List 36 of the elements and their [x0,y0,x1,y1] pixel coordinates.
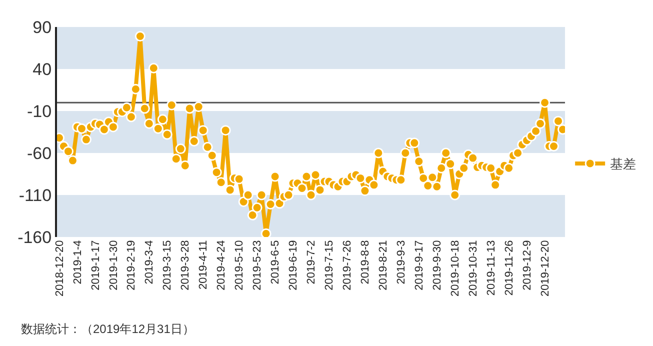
x-tick-label: 2019-11-13 [485,240,498,296]
y-tick-label: 90 [32,18,52,37]
x-tick-label: 2019-3-4 [144,240,156,284]
x-tick-label: 2019-8-8 [360,240,372,284]
x-tick-label: 2019-4-11 [198,240,210,290]
text: 数据统计：（2019年12月31日） [21,322,194,336]
x-tick-label: 2019-10-18 [449,240,462,296]
legend-label: 基差 [610,156,636,172]
x-tick-label: 2019-8-21 [378,240,390,290]
x-tick-label: 2019-2-19 [126,240,138,290]
y-tick-label: 40 [32,60,52,79]
x-tick-label: 2019-7-15 [324,240,336,290]
x-tick-label: 2019-11-26 [503,240,516,296]
x-tick-label: 2019-12-20 [539,240,552,296]
x-tick-label: 2019-9-30 [431,240,444,290]
x-tick-label: 2019-4-24 [216,240,228,290]
x-tick-label: 2018-12-20 [54,240,66,296]
y-tick-label: -10 [27,102,52,121]
x-tick-label: 2019-1-4 [72,240,84,284]
x-tick-label: 2019-6-19 [288,240,300,290]
y-tick-label: -160 [18,228,52,247]
x-tick-label: 2019-5-23 [252,240,264,290]
y-tick-label: -110 [18,186,52,205]
x-tick-label: 2019-9-3 [395,240,408,284]
x-tick-label: 2019-7-26 [342,240,354,290]
x-tick-label: 2019-10-31 [467,240,480,296]
x-tick-label: 2019-12-9 [521,240,534,290]
y-tick-label: -60 [27,144,52,163]
x-tick-label: 2019-3-28 [180,240,192,290]
x-tick-label: 2019-9-17 [413,240,426,290]
x-tick-label: 2019-7-2 [306,240,318,284]
x-tick-label: 2019-3-15 [162,240,174,290]
x-tick-label: 2019-5-10 [234,240,246,290]
x-tick-label: 2019-1-30 [108,240,120,290]
x-tick-label: 2019-1-17 [90,240,102,290]
x-tick-label: 2019-6-5 [270,240,282,284]
